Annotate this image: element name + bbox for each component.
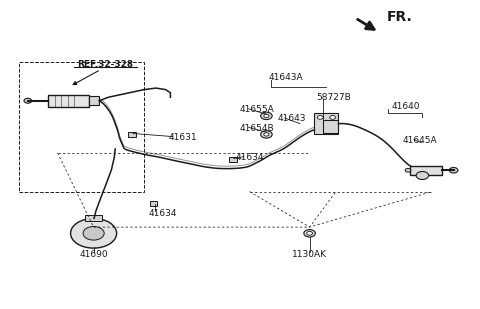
Circle shape [317, 116, 323, 119]
Text: 41654B: 41654B [240, 124, 274, 133]
Circle shape [83, 226, 104, 240]
Text: REF.32-328: REF.32-328 [78, 60, 133, 70]
Bar [89, 96, 99, 105]
Text: 41655A: 41655A [240, 105, 274, 114]
Bar [150, 201, 157, 206]
Text: 58727B: 58727B [316, 93, 351, 102]
Text: FR.: FR. [386, 10, 412, 24]
Bar [229, 157, 237, 162]
Bar [85, 215, 102, 221]
Text: 41631: 41631 [168, 133, 197, 142]
Bar [48, 95, 89, 107]
Text: 41643A: 41643A [268, 73, 303, 82]
Circle shape [307, 231, 312, 235]
Text: 41640: 41640 [391, 102, 420, 111]
Circle shape [24, 98, 32, 103]
Circle shape [71, 218, 117, 248]
Circle shape [261, 131, 272, 138]
Circle shape [264, 114, 269, 117]
Text: 41645A: 41645A [403, 136, 437, 145]
Circle shape [330, 116, 336, 119]
Circle shape [261, 112, 272, 120]
Circle shape [304, 230, 315, 237]
Bar [410, 166, 442, 175]
Circle shape [324, 128, 329, 132]
Bar [314, 113, 338, 134]
Circle shape [416, 171, 429, 180]
Circle shape [449, 167, 458, 173]
Bar [323, 120, 338, 133]
Text: 41634: 41634 [235, 153, 264, 162]
Text: 41643: 41643 [277, 114, 306, 124]
Text: 41690: 41690 [79, 250, 108, 260]
Bar [19, 62, 144, 192]
Text: 1130AK: 1130AK [292, 250, 327, 260]
Circle shape [264, 133, 269, 136]
Text: 41634: 41634 [149, 209, 178, 218]
Bar [128, 132, 136, 137]
Circle shape [405, 168, 411, 172]
